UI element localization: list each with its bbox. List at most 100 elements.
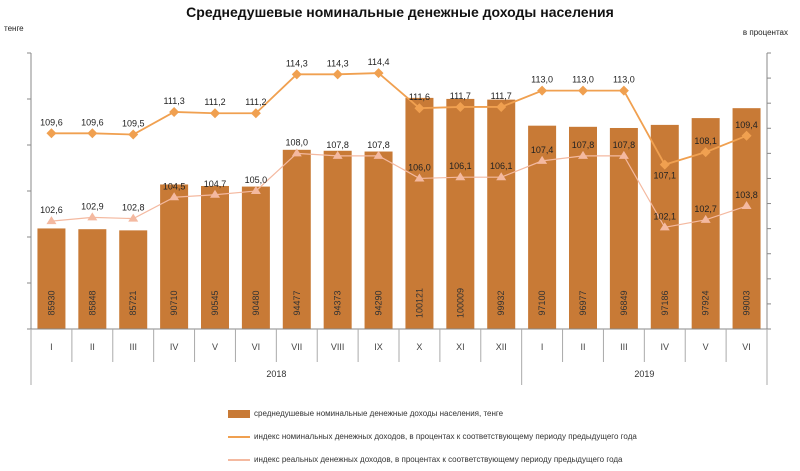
triangle-marker <box>291 148 302 157</box>
x-tick-label: VI <box>252 342 261 352</box>
triangle-marker <box>210 189 220 198</box>
x-tick-label: II <box>90 342 95 352</box>
bar-value-label: 100009 <box>455 288 465 318</box>
data-label: 113,0 <box>531 75 553 85</box>
x-tick-label: II <box>580 342 585 352</box>
bar <box>487 99 516 329</box>
bar-value-label: 85848 <box>87 290 97 315</box>
data-label: 114,3 <box>286 58 308 68</box>
diamond-marker <box>414 103 425 114</box>
legend-item-bars: среднедушевые номинальные денежные доход… <box>228 409 503 418</box>
data-label: 103,8 <box>735 190 758 200</box>
triangle-marker <box>496 172 507 181</box>
bar <box>364 151 393 329</box>
triangle-marker <box>537 155 548 164</box>
bar-value-label: 90545 <box>210 290 220 315</box>
data-label: 107,8 <box>326 140 349 150</box>
diamond-marker <box>496 101 507 112</box>
data-label: 107,8 <box>572 140 595 150</box>
year-label: 2019 <box>634 369 654 379</box>
series-line <box>51 72 747 166</box>
data-label: 111,2 <box>245 97 266 107</box>
data-label: 104,5 <box>163 181 186 191</box>
x-tick-label: XII <box>496 342 507 352</box>
x-tick-label: VIII <box>331 342 345 352</box>
x-tick-label: X <box>416 342 422 352</box>
data-label: 106,0 <box>408 162 431 172</box>
diamond-marker <box>210 108 220 119</box>
bar <box>201 185 229 329</box>
bar <box>732 108 761 330</box>
data-label: 106,1 <box>449 161 472 171</box>
diamond-marker <box>169 106 180 117</box>
x-tick-label: VI <box>742 342 751 352</box>
data-label: 109,5 <box>122 119 145 129</box>
diamond-marker <box>291 69 302 80</box>
triangle-marker <box>659 222 670 231</box>
data-label: 102,7 <box>694 204 717 214</box>
diamond-marker <box>373 68 384 79</box>
diamond-marker <box>618 85 629 96</box>
x-tick-label: XI <box>456 342 465 352</box>
data-label: 109,4 <box>735 120 758 130</box>
x-tick-label: III <box>129 342 137 352</box>
bar <box>119 230 148 329</box>
data-label: 109,6 <box>81 117 104 127</box>
diamond-marker <box>46 128 57 139</box>
bar <box>78 229 107 329</box>
bar-value-label: 100121 <box>414 288 424 318</box>
triangle-marker <box>128 213 139 222</box>
triangle-marker <box>332 150 343 159</box>
bar-value-label: 85721 <box>128 290 138 315</box>
bar <box>569 126 597 329</box>
diamond-marker <box>332 69 343 80</box>
legend-label: индекс реальных денежных доходов, в проц… <box>254 455 623 464</box>
bar-value-label: 97186 <box>660 290 670 315</box>
x-tick-label: VII <box>291 342 302 352</box>
data-label: 102,9 <box>81 201 104 211</box>
data-label: 113,0 <box>613 75 635 85</box>
diamond-marker <box>250 108 261 119</box>
data-label: 105,0 <box>245 175 268 185</box>
diamond-marker <box>455 101 466 112</box>
diamond-marker <box>700 147 711 158</box>
x-tick-label: I <box>50 342 53 352</box>
bar-value-label: 99003 <box>742 290 752 315</box>
data-label: 113,0 <box>572 75 594 85</box>
triangle-marker <box>741 201 752 210</box>
bar-value-label: 94373 <box>333 290 343 315</box>
legend-swatch-diamond-line <box>228 435 250 438</box>
data-label: 106,1 <box>490 161 513 171</box>
data-label: 109,6 <box>40 117 63 127</box>
data-label: 102,6 <box>40 205 63 215</box>
data-label: 102,1 <box>654 211 677 221</box>
right-axis-unit: в процентах <box>742 28 788 37</box>
bar <box>282 149 311 329</box>
legend-label: среднедушевые номинальные денежные доход… <box>254 409 504 418</box>
x-tick-label: III <box>620 342 628 352</box>
diamond-marker <box>87 128 98 139</box>
year-label: 2018 <box>266 369 286 379</box>
data-label: 108,0 <box>286 137 309 147</box>
triangle-marker <box>46 216 57 225</box>
diamond-marker <box>537 85 548 96</box>
bar-value-label: 97100 <box>537 290 547 315</box>
series-line <box>51 152 747 229</box>
diamond-marker <box>659 159 670 170</box>
diamond-marker <box>741 130 752 141</box>
triangle-marker <box>578 150 588 159</box>
triangle-marker <box>87 212 98 221</box>
legend-item-real: индекс реальных денежных доходов, в проц… <box>228 455 622 464</box>
bar-value-label: 97924 <box>701 290 711 315</box>
bar <box>323 150 352 329</box>
bar-value-label: 96977 <box>578 290 588 315</box>
data-label: 111,2 <box>204 97 225 107</box>
chart-title: Среднедушевые номинальные денежные доход… <box>186 4 614 20</box>
data-label: 107,1 <box>654 171 677 181</box>
x-tick-label: IV <box>170 342 179 352</box>
bar-value-label: 90710 <box>169 290 179 315</box>
bar-value-label: 90480 <box>251 290 261 315</box>
triangle-marker <box>169 192 180 201</box>
diamond-marker <box>128 129 139 140</box>
